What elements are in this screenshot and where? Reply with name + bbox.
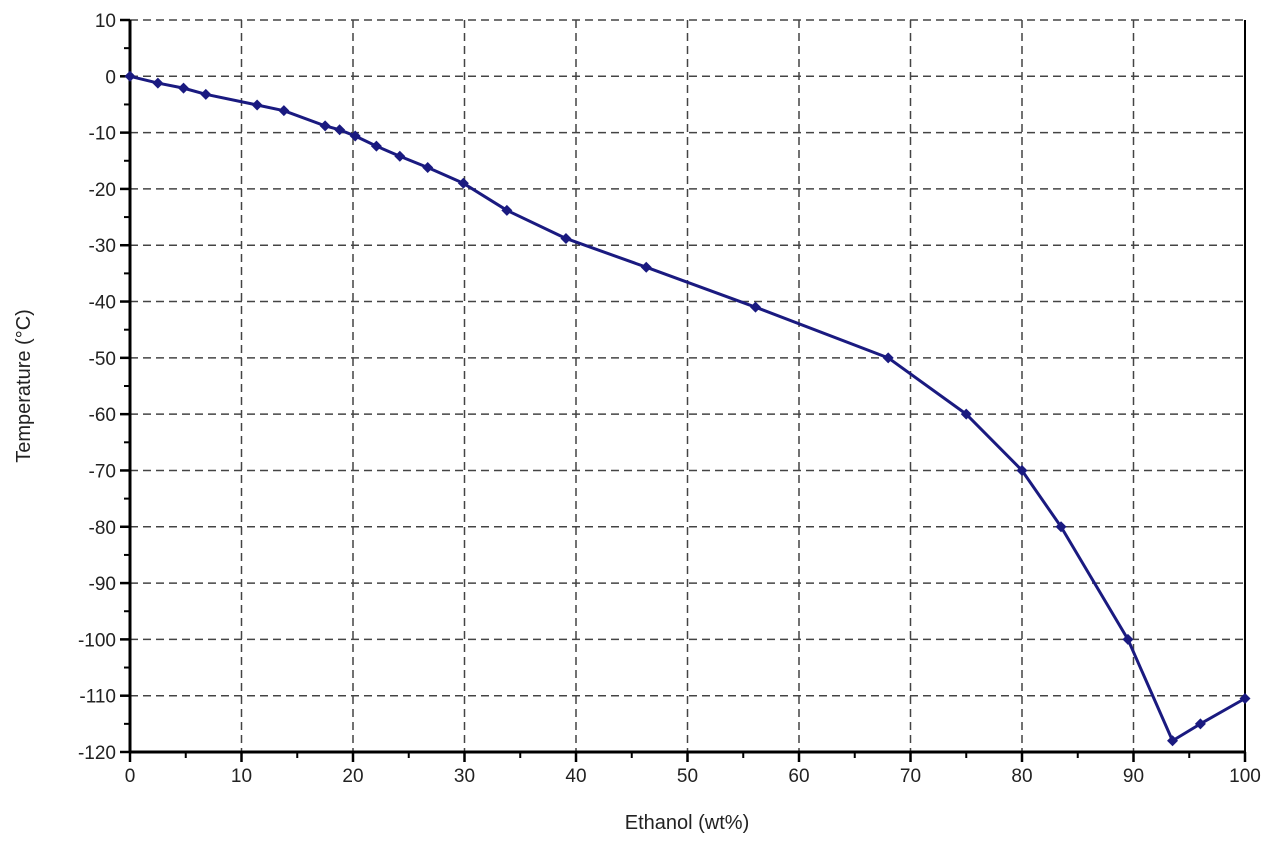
x-tick-label: 90 — [1123, 766, 1144, 787]
data-point — [1016, 464, 1028, 476]
x-tick-label: 70 — [900, 766, 921, 787]
x-tick-label: 0 — [125, 766, 136, 787]
data-point — [960, 408, 972, 420]
data-point — [1167, 735, 1179, 747]
data-point — [394, 150, 406, 162]
data-point — [750, 301, 762, 313]
y-tick-label: -100 — [78, 630, 116, 651]
y-tick-label: -20 — [89, 180, 116, 201]
x-tick-label: 30 — [454, 766, 475, 787]
y-tick-label: -80 — [89, 518, 116, 539]
tick-labels: 0 10 20 30 40 50 60 70 80 90 100100-10-20-30-40-50… — [78, 11, 1261, 787]
data-point — [178, 82, 190, 94]
x-tick-label: 10 — [231, 766, 252, 787]
data-point — [1194, 718, 1206, 730]
series-line — [129, 74, 1246, 743]
x-tick-label: 40 — [565, 766, 586, 787]
data-point — [370, 140, 382, 152]
data-point — [1055, 521, 1067, 533]
axes — [120, 18, 1247, 762]
y-tick-label: -50 — [89, 349, 116, 370]
series — [124, 70, 1251, 747]
data-point — [349, 130, 361, 142]
y-tick-label: 10 — [95, 11, 116, 32]
y-tick-label: -120 — [78, 743, 116, 764]
x-tick-label: 50 — [677, 766, 698, 787]
data-point — [1122, 633, 1134, 645]
data-point — [319, 120, 331, 132]
data-point — [422, 162, 434, 174]
data-point — [334, 124, 346, 136]
data-point — [124, 70, 136, 82]
x-tick-label: 80 — [1011, 766, 1032, 787]
y-tick-label: -60 — [89, 405, 116, 426]
data-point — [640, 261, 652, 273]
x-axis-label: Ethanol (wt%) — [625, 812, 750, 834]
data-point — [251, 99, 263, 111]
grid — [130, 19, 1245, 752]
data-point — [200, 88, 212, 100]
data-point — [882, 352, 894, 364]
x-tick-label: 100 — [1229, 766, 1261, 787]
y-tick-label: -30 — [89, 236, 116, 257]
data-point — [278, 105, 290, 117]
y-tick-label: -40 — [89, 293, 116, 314]
y-tick-label: -90 — [89, 574, 116, 595]
data-point — [152, 77, 164, 89]
y-tick-label: 0 — [105, 67, 116, 88]
y-tick-label: -10 — [89, 124, 116, 145]
y-tick-label: -70 — [89, 461, 116, 482]
data-point — [1239, 693, 1251, 705]
y-axis-label: Temperature (°C) — [13, 309, 35, 463]
data-point — [501, 204, 513, 216]
data-point — [457, 177, 469, 189]
x-tick-label: 20 — [342, 766, 363, 787]
x-tick-label: 60 — [788, 766, 809, 787]
y-tick-label: -110 — [79, 687, 116, 708]
data-point — [560, 232, 572, 244]
